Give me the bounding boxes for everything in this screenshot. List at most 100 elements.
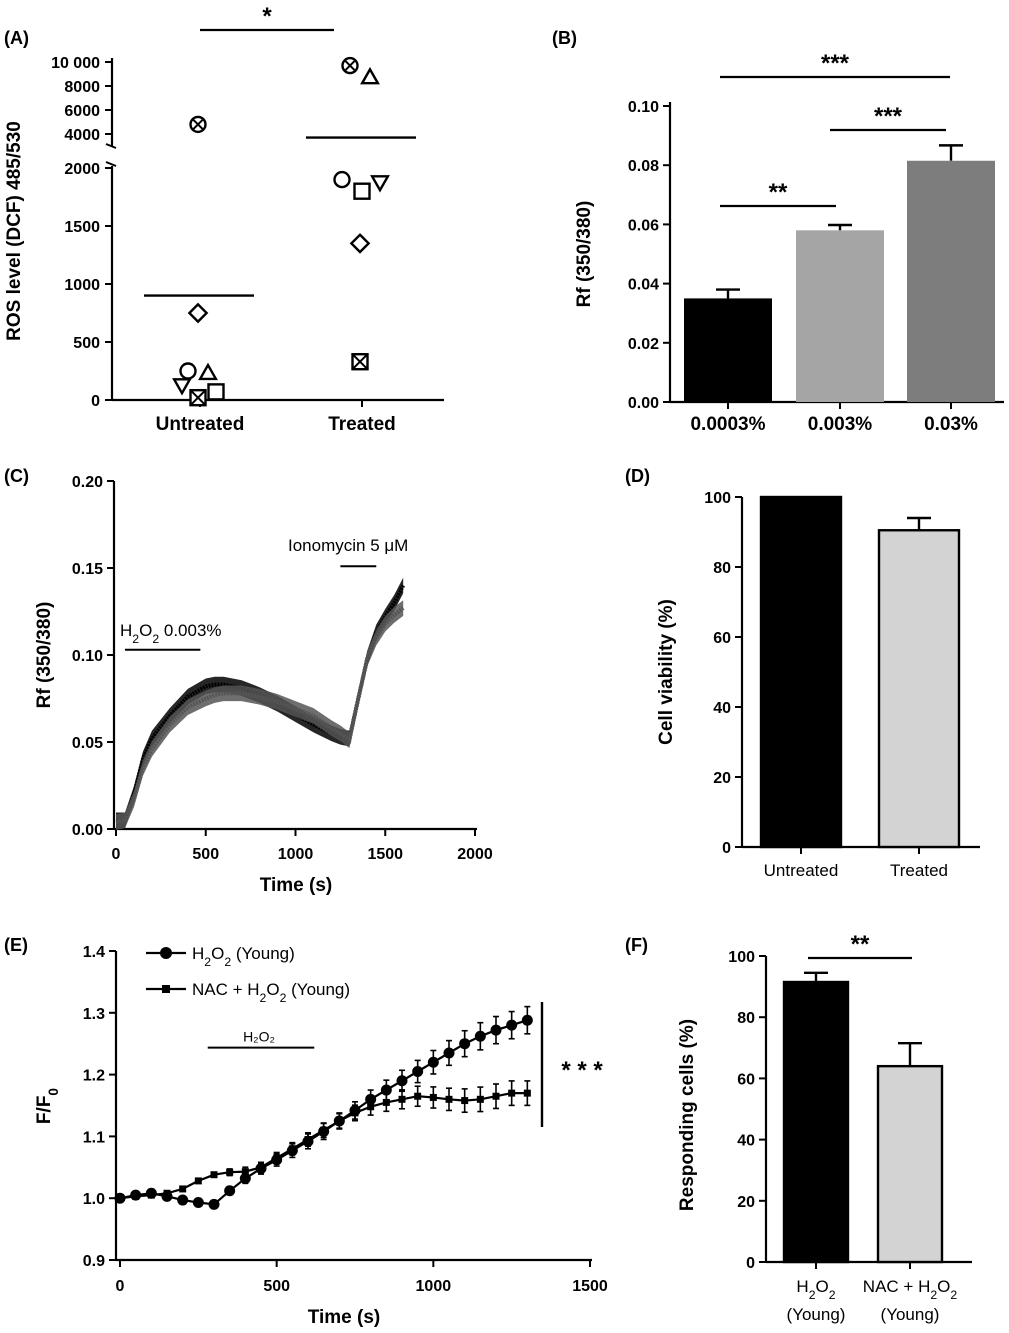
significance-label: *** [821, 50, 850, 77]
label-fragment: 2 [132, 632, 139, 646]
label-fragment: 2 [260, 991, 267, 1005]
legend-label: H2O2 (Young) [192, 944, 295, 969]
x-tick-label: Treated [328, 414, 396, 435]
label-fragment: 0 [46, 1088, 61, 1096]
data-point-triangle-down [370, 175, 390, 193]
bar [782, 980, 850, 1264]
data-point-square [207, 383, 225, 401]
x-tick-label: 0 [112, 846, 121, 863]
data-point [192, 1197, 204, 1209]
y-tick-label: 80 [737, 1010, 755, 1027]
significance-label: ** [851, 931, 870, 958]
data-point [508, 1089, 516, 1097]
data-point [396, 1075, 408, 1087]
label-fragment: (Young) [286, 980, 350, 999]
y-tick-label: 1.2 [83, 1068, 105, 1085]
data-point [427, 1056, 439, 1068]
y-tick-label: 0.15 [72, 561, 103, 578]
data-point-diamond [349, 233, 371, 254]
y-tick-label: 6000 [64, 103, 100, 120]
y-tick-label: 0 [91, 393, 100, 410]
y-tick-label: 1500 [64, 219, 100, 236]
x-tick-label: 0 [116, 1278, 125, 1295]
label-fragment: (Young) [231, 944, 295, 963]
x-tick-label: (Young) [787, 1305, 846, 1324]
x-tick-label: 1500 [367, 846, 403, 863]
x-tick-label: H2O2 [796, 1277, 835, 1302]
y-tick-label: 40 [713, 700, 731, 717]
data-point [273, 1154, 281, 1162]
y-tick-label: 4000 [64, 127, 100, 144]
label-fragment: O [211, 944, 224, 963]
data-point [116, 1194, 124, 1202]
x-tick-label: 500 [192, 846, 219, 863]
data-point-square-x [351, 353, 369, 371]
x-tick-label: 1000 [278, 846, 314, 863]
panel-c: (C) 0.00 0.05 0.10 0.15 0.20 0 500 1000 1500 2000 T… [4, 466, 493, 896]
y-tick-label: 10 000 [51, 55, 100, 72]
y-tick-label: 0.9 [83, 1253, 105, 1270]
marker-cross [351, 353, 369, 370]
marker-diamond [187, 302, 209, 324]
label-fragment: H [192, 944, 204, 963]
series-line [119, 1092, 528, 1200]
y-tick-label: 60 [713, 630, 731, 647]
series-line [115, 606, 405, 824]
data-point [226, 1168, 234, 1176]
y-tick-label: 1000 [64, 277, 100, 294]
y-tick-label: 0 [746, 1255, 755, 1272]
data-point [288, 1145, 296, 1153]
label-fragment: 0.003% [159, 621, 221, 640]
y-tick-label: 0.00 [72, 822, 103, 839]
x-tick-label: NAC + H2O2 [863, 1277, 958, 1302]
data-point-circle [179, 362, 197, 380]
panel-label: (C) [4, 466, 29, 486]
y-tick-label: 60 [737, 1071, 755, 1088]
y-tick-label: 40 [737, 1133, 755, 1150]
marker-diamond [349, 233, 371, 254]
label-fragment: O [816, 1277, 829, 1296]
marker-cross [192, 119, 204, 130]
bar [877, 529, 961, 849]
data-point [492, 1092, 500, 1100]
y-axis-label: Responding cells (%) [677, 1019, 698, 1211]
y-tick-label: 1.3 [83, 1006, 105, 1023]
marker-square [353, 182, 371, 200]
data-point [521, 1014, 533, 1026]
panel-a: (A) 0 500 1000 1500 2000 4000 6000 8000 10 000 ROS… [4, 3, 444, 435]
label-fragment: 2 [950, 1288, 957, 1302]
series-error-band [116, 600, 404, 830]
data-point [476, 1095, 484, 1103]
stimulus-label: H2O2 0.003% [120, 621, 222, 646]
bar [876, 1064, 944, 1264]
x-tick-label: Untreated [764, 861, 839, 880]
y-tick-label: 0.00 [628, 395, 659, 412]
data-point [179, 1185, 187, 1193]
label-fragment: NAC + H [863, 1277, 931, 1296]
y-tick-label: 0.10 [628, 99, 659, 116]
data-point [132, 1192, 140, 1200]
data-point [459, 1038, 471, 1050]
series-line [116, 584, 405, 823]
marker-triangle-down [172, 378, 192, 396]
label-fragment: 2 [280, 991, 287, 1005]
y-tick-label: 0.04 [628, 277, 659, 294]
data-point [147, 1191, 155, 1199]
y-tick-label: 0.20 [72, 474, 103, 491]
data-point [474, 1030, 486, 1042]
y-tick-label: 8000 [64, 79, 100, 96]
x-axis-label: Time (s) [308, 1307, 381, 1328]
x-tick-label: 1500 [572, 1278, 608, 1295]
x-tick-label: 500 [263, 1278, 290, 1295]
significance-label: ** [769, 179, 788, 206]
panel-label: (B) [552, 28, 577, 48]
axis-break-mark [105, 161, 117, 167]
panel-b: (B) 0.00 0.02 0.04 0.06 0.08 0.10 Rf (350/380) 0… [552, 28, 1004, 435]
label-fragment: 2 [204, 955, 211, 969]
y-tick-label: 80 [713, 560, 731, 577]
marker-circle [179, 362, 197, 380]
marker-cross [344, 60, 356, 71]
data-point [351, 1109, 359, 1117]
bar [684, 298, 772, 402]
